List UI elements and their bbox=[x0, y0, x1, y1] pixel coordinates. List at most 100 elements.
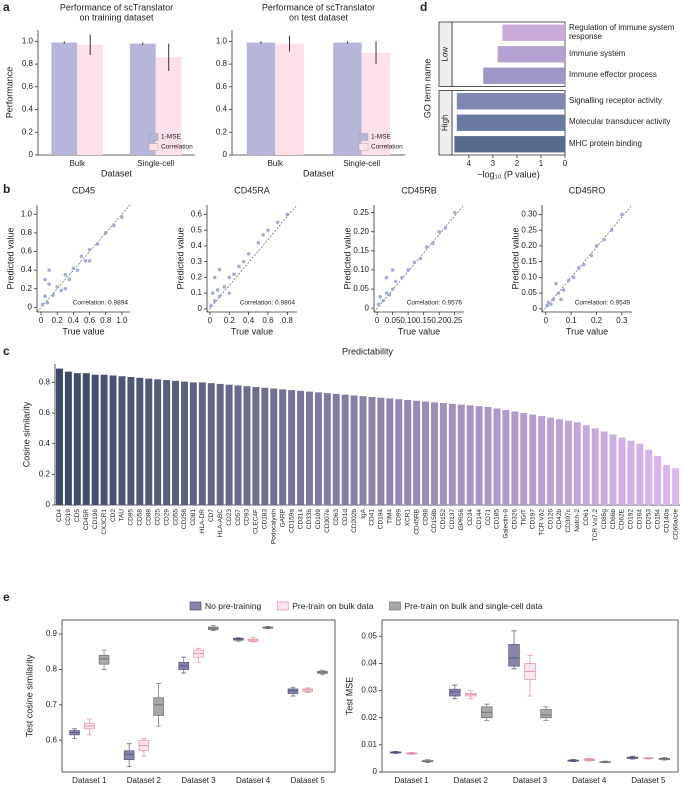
bar bbox=[627, 440, 635, 505]
x-tick-label: 3 bbox=[491, 159, 496, 168]
x-tick-label: Dataset 1 bbox=[72, 776, 107, 785]
y-axis-label: Predicted value bbox=[342, 227, 352, 289]
panel-letter: d bbox=[420, 0, 427, 14]
point bbox=[390, 268, 395, 272]
y-tick-label: 0.4 bbox=[216, 105, 228, 114]
y-tick-label: 0.6 bbox=[216, 82, 228, 91]
chart-title: CD45 bbox=[72, 185, 95, 195]
category-label: Regulation of immune system response bbox=[569, 22, 675, 41]
x-tick-label: CD55 bbox=[172, 509, 179, 526]
point bbox=[431, 241, 435, 246]
y-tick-label: 0.3 bbox=[191, 257, 203, 266]
point bbox=[232, 272, 236, 277]
x-tick-label: TAU bbox=[119, 509, 126, 522]
point bbox=[424, 245, 429, 249]
group-label: Low bbox=[441, 47, 450, 62]
y-tick-label: 0.05 bbox=[353, 284, 369, 293]
x-tick-label: CD109 bbox=[315, 509, 322, 530]
annotation: Correlation: 0.9576 bbox=[407, 300, 463, 307]
point bbox=[582, 262, 586, 267]
x-tick-label: Dataset 4 bbox=[236, 776, 271, 785]
x-tick-label: Dataset 1 bbox=[394, 776, 429, 785]
bar bbox=[261, 387, 269, 505]
x-tick-label: 0.6 bbox=[262, 316, 274, 325]
point bbox=[71, 266, 76, 271]
bar bbox=[270, 388, 278, 505]
x-tick-label: 0.25 bbox=[447, 316, 463, 325]
x-tick-label: CD336 bbox=[306, 509, 313, 530]
y-tick-label: 0.4 bbox=[22, 105, 34, 114]
x-tick-label: 0.8 bbox=[100, 316, 112, 325]
bar bbox=[163, 380, 171, 505]
x-tick-label: CD307e bbox=[324, 509, 331, 533]
y-tick-label: 0.03 bbox=[361, 686, 377, 695]
bar bbox=[180, 381, 188, 505]
point bbox=[561, 288, 566, 292]
category-label: Immune system bbox=[569, 48, 626, 58]
x-tick-label: CD159a bbox=[288, 509, 295, 533]
x-tick-label: CD164 bbox=[637, 509, 644, 530]
y-tick-label: 0 bbox=[46, 500, 51, 509]
x-tick-label: TIM4 bbox=[387, 509, 394, 524]
y-axis-label: Performance bbox=[4, 67, 14, 119]
point bbox=[215, 288, 220, 292]
category-label-box: Molecular transducer activity bbox=[569, 117, 671, 127]
category-label-box: Signalling receptor activity bbox=[569, 96, 662, 105]
bar bbox=[475, 406, 483, 505]
bar bbox=[395, 399, 403, 505]
point bbox=[67, 277, 72, 282]
point bbox=[275, 220, 280, 225]
x-tick-label: CD197 bbox=[529, 509, 536, 530]
x-tick-label: CD2 bbox=[110, 509, 117, 522]
x-tick-label: GARP bbox=[279, 509, 286, 527]
x-tick-label: 0 bbox=[39, 316, 44, 325]
x-tick-label: Dataset 2 bbox=[127, 776, 162, 785]
legend-swatch bbox=[148, 143, 159, 151]
x-axis-label: True value bbox=[398, 326, 440, 336]
x-tick-label: HLA-DR bbox=[199, 509, 206, 534]
point bbox=[384, 291, 389, 295]
bar bbox=[243, 386, 251, 505]
y-tick-label: 1.0 bbox=[216, 36, 228, 45]
bar bbox=[64, 371, 72, 505]
y-tick-label: 0.04 bbox=[361, 659, 377, 668]
x-tick-label: 0.20 bbox=[431, 316, 447, 325]
annotation: Correlation: 0.9804 bbox=[240, 300, 296, 307]
point bbox=[545, 303, 549, 308]
x-tick-label: CD41 bbox=[369, 509, 376, 526]
panel-letter: a bbox=[3, 0, 10, 14]
x-tick-label: CD66b bbox=[610, 509, 617, 530]
x-tick-label: CD95 bbox=[128, 509, 135, 526]
bar bbox=[350, 395, 358, 505]
category-label-box: Immune effector process bbox=[569, 71, 657, 80]
y-tick-label: 0.6 bbox=[22, 82, 34, 91]
x-tick-label: 1 bbox=[539, 159, 544, 168]
bar bbox=[279, 389, 287, 505]
point bbox=[400, 275, 404, 280]
bar bbox=[368, 396, 376, 505]
point bbox=[571, 275, 576, 280]
y-tick-label: 0.8 bbox=[39, 378, 51, 387]
point bbox=[261, 233, 265, 237]
y-tick-label: 0.8 bbox=[216, 59, 228, 68]
x-tick-label: 0 bbox=[563, 159, 568, 168]
plot-frame bbox=[381, 619, 679, 773]
y-tick-label: 0.4 bbox=[21, 265, 33, 274]
x-tick-label: CD194 bbox=[378, 509, 385, 530]
x-tick-label: CD71 bbox=[485, 509, 492, 526]
point bbox=[602, 237, 606, 242]
x-tick-label: CD7 bbox=[208, 509, 215, 522]
bar bbox=[404, 400, 412, 505]
category-label: Molecular transducer activity bbox=[569, 117, 671, 127]
x-tick-label: 0 bbox=[544, 316, 549, 325]
bar bbox=[454, 136, 565, 153]
x-tick-label: CD258 bbox=[181, 509, 188, 530]
bar bbox=[288, 390, 296, 505]
point bbox=[43, 294, 47, 298]
x-tick-label: CD202b bbox=[351, 509, 358, 533]
bar bbox=[618, 437, 626, 505]
point bbox=[266, 228, 270, 232]
bar bbox=[439, 403, 447, 505]
y-axis-label: GO term name bbox=[422, 59, 432, 119]
